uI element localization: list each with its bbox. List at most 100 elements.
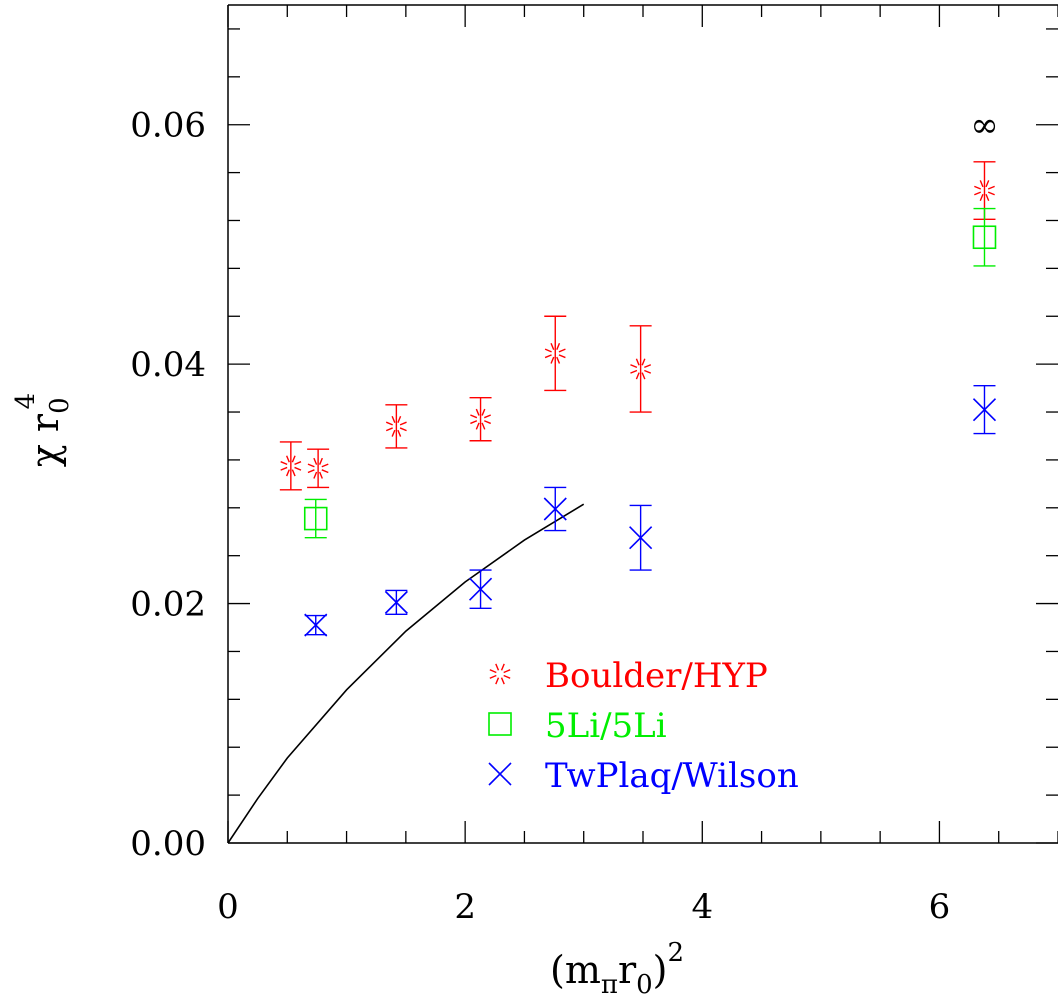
legend-item: 5Li/5Li	[488, 706, 667, 746]
burst-marker-ray	[500, 663, 505, 671]
x-axis-label-tail: )	[653, 948, 668, 992]
x-tick-label: 0	[217, 887, 239, 927]
burst-marker-ray	[974, 191, 982, 196]
burst-marker-ray	[635, 372, 640, 380]
burst-marker-ray	[630, 364, 638, 369]
x-axis-label-sub1: π	[601, 970, 618, 995]
legend-item: Boulder/HYP	[489, 656, 768, 696]
legend-label: TwPlaq/Wilson	[545, 756, 799, 796]
burst-marker-ray	[979, 193, 984, 201]
cross-marker	[468, 577, 493, 601]
burst-marker-ray	[280, 466, 288, 471]
cross-marker-stroke	[543, 497, 567, 521]
y-axis-label-sub: 0	[45, 397, 75, 414]
data-point	[629, 325, 652, 413]
burst-marker-ray	[385, 421, 393, 426]
burst-marker-ray	[385, 427, 393, 432]
burst-marker	[974, 180, 995, 201]
infinity-annotation: ∞	[970, 106, 998, 146]
burst-marker-ray	[644, 369, 652, 374]
burst-marker	[307, 457, 329, 479]
data-point	[972, 384, 997, 435]
data-point	[307, 448, 330, 489]
x-tick-label: 2	[454, 887, 476, 927]
legend-item: TwPlaq/Wilson	[488, 756, 799, 796]
x-axis-label-sup: 2	[668, 938, 685, 968]
series-boulder-hyp	[279, 161, 996, 491]
burst-marker-ray	[550, 356, 555, 364]
burst-marker-ray	[630, 369, 638, 374]
burst-marker-ray	[556, 356, 561, 364]
burst-marker-ray	[641, 358, 646, 366]
cross-marker	[629, 526, 653, 550]
y-axis-label-main: χ r	[23, 413, 67, 467]
burst-marker-ray	[285, 469, 290, 477]
burst-marker-ray	[556, 342, 561, 350]
burst-marker-ray	[294, 461, 302, 466]
burst-marker-ray	[503, 674, 511, 679]
cross-marker	[384, 590, 408, 614]
y-axis-label: χ r04	[11, 393, 75, 467]
burst-marker-ray	[475, 408, 480, 416]
x-tick-labels: 0 2 4 6	[217, 887, 950, 927]
burst-marker-ray	[500, 677, 505, 685]
legend-label: Boulder/HYP	[545, 656, 768, 696]
burst-marker-ray	[987, 185, 995, 190]
legend-cross-marker	[488, 762, 512, 786]
annotations: ∞	[970, 106, 998, 146]
burst-marker	[280, 455, 302, 477]
series-twplaq-wilson	[304, 384, 997, 637]
legend: Boulder/HYP 5Li/5Li TwPlaq/Wilson	[488, 656, 799, 796]
square-marker	[972, 225, 997, 250]
burst-marker-ray	[483, 414, 491, 419]
burst-marker-ray	[291, 469, 296, 477]
burst-marker-ray	[399, 427, 407, 432]
square-marker	[488, 712, 512, 736]
minor-ticks	[227, 5, 1058, 844]
burst-marker-ray	[481, 422, 486, 430]
x-axis-label-mid: r	[618, 948, 637, 992]
burst-marker-ray	[635, 358, 640, 366]
x-tick-label: 4	[691, 887, 713, 927]
cross-marker	[543, 497, 567, 521]
square-marker	[303, 506, 328, 531]
data-point	[972, 207, 997, 267]
burst-marker-ray	[987, 191, 995, 196]
burst-marker-ray	[979, 180, 984, 188]
cross-marker-stroke	[304, 613, 328, 637]
data-point	[629, 504, 653, 571]
burst-marker-ray	[391, 429, 396, 437]
burst-marker-ray	[321, 469, 329, 474]
y-tick-label: 0.00	[130, 824, 206, 864]
legend-label: 5Li/5Li	[545, 706, 667, 746]
burst-marker-ray	[397, 429, 402, 437]
square-marker	[972, 225, 997, 250]
burst-marker-ray	[558, 354, 566, 359]
burst-marker-ray	[318, 471, 323, 479]
burst-marker-ray	[550, 342, 555, 350]
burst-marker-ray	[481, 408, 486, 416]
burst-marker-ray	[470, 420, 478, 425]
svg-text:χ r04: χ r04	[11, 393, 75, 467]
y-axis-label-sup: 4	[11, 393, 41, 410]
burst-marker	[470, 408, 491, 430]
burst-marker-ray	[544, 348, 552, 353]
burst-marker-ray	[483, 420, 491, 425]
burst-marker-ray	[475, 422, 480, 430]
burst-marker	[630, 358, 652, 380]
burst-marker-ray	[974, 185, 982, 190]
y-tick-label: 0.06	[130, 106, 206, 146]
legend-square-marker	[488, 712, 512, 736]
burst-marker-ray	[307, 469, 315, 474]
data-point	[544, 315, 567, 392]
x-axis-label-sub2: 0	[636, 970, 653, 995]
fit-curve	[227, 503, 585, 844]
burst-marker-ray	[644, 364, 652, 369]
data-point	[303, 498, 328, 539]
data-point	[469, 396, 492, 442]
burst-marker-ray	[285, 455, 290, 463]
burst-marker-ray	[280, 461, 288, 466]
cross-marker-stroke	[384, 590, 408, 614]
data-point	[384, 589, 408, 616]
